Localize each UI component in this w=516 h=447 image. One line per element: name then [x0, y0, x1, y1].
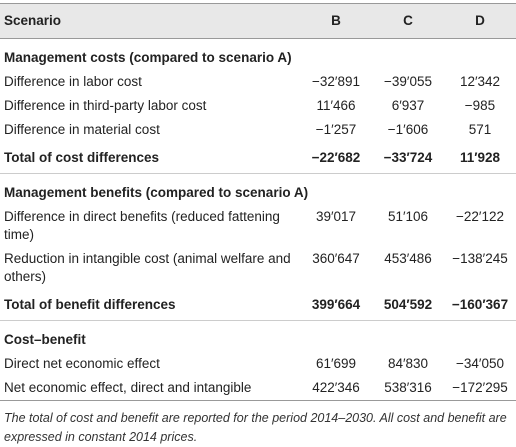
table-row: Difference in labor cost −32′891 −39′055 12… [0, 70, 516, 94]
value-cell: 538′316 [384, 380, 432, 395]
section-title: Cost–benefit [0, 320, 516, 352]
value-cell: −39′055 [384, 74, 432, 89]
label-cell: Difference in material cost [4, 122, 160, 137]
value-cell: −138′245 [452, 251, 508, 266]
header-cell: D [444, 3, 516, 39]
value-cell: −172′295 [452, 380, 508, 395]
value-cell: 422′346 [312, 380, 360, 395]
value-cell: −22′122 [456, 209, 504, 224]
table-row: Net economic effect, direct and intangib… [0, 376, 516, 401]
value-cell: −32′891 [312, 74, 360, 89]
value-cell: 11′466 [316, 98, 356, 113]
table-row: Difference in direct benefits (reduced f… [0, 205, 516, 247]
value-cell: 571 [468, 122, 492, 137]
table-body: Management costs (compared to scenario A… [0, 39, 516, 401]
value-cell: 504′592 [383, 297, 433, 312]
value-cell: 399′664 [311, 297, 361, 312]
label-cell: Net economic effect, direct and intangib… [4, 380, 252, 395]
value-cell: −1′606 [387, 122, 429, 137]
label-cell: Difference in labor cost [4, 74, 142, 89]
section-row: Management benefits (compared to scenari… [0, 173, 516, 205]
value-cell: 11′928 [459, 150, 501, 165]
section-title: Management benefits (compared to scenari… [0, 173, 516, 205]
header-cell: B [300, 3, 372, 39]
value-cell: 61′699 [315, 356, 357, 371]
footnote: The total of cost and benefit are report… [4, 411, 507, 444]
section-title: Management costs (compared to scenario A… [4, 50, 292, 65]
value-cell: −22′682 [311, 150, 361, 165]
value-cell: −1′257 [315, 122, 357, 137]
data-table: Scenario B C D Management costs (compare… [0, 3, 516, 401]
section-row: Cost–benefit [0, 320, 516, 352]
header-cell: C [372, 3, 444, 39]
value-cell: −33′724 [383, 150, 433, 165]
page: Scenario B C D Management costs (compare… [0, 3, 516, 444]
section-row: Management costs (compared to scenario A… [0, 39, 516, 71]
value-cell: 453′486 [384, 251, 432, 266]
value-cell: 39′017 [315, 209, 357, 224]
value-cell: 6′937 [391, 98, 425, 113]
value-cell: −34′050 [456, 356, 504, 371]
label-cell: Direct net economic effect [4, 356, 160, 371]
table-row: Total of benefit differences 399′664 504′5… [0, 289, 516, 321]
table-row: Reduction in intangible cost (animal wel… [0, 247, 516, 289]
value-cell: 51′106 [387, 209, 429, 224]
value-cell: −160′367 [451, 297, 509, 312]
label-cell: Reduction in intangible cost (animal wel… [4, 251, 291, 284]
label-cell: Difference in third-party labor cost [4, 98, 207, 113]
table-row: Difference in material cost −1′257 −1′606 5… [0, 118, 516, 142]
table-row: Difference in third-party labor cost 11′4… [0, 94, 516, 118]
table-header: Scenario B C D [0, 3, 516, 39]
table-row: Total of cost differences −22′682 −33′724 1… [0, 142, 516, 174]
label-cell: Difference in direct benefits (reduced f… [4, 209, 280, 242]
value-cell: 84′830 [387, 356, 429, 371]
value-cell: 360′647 [312, 251, 360, 266]
header-row: Scenario B C D [0, 3, 516, 39]
table-row: Direct net economic effect 61′699 84′830 −3… [0, 352, 516, 376]
label-cell: Total of cost differences [4, 150, 160, 165]
value-cell: −985 [464, 98, 496, 113]
header-cell: Scenario [0, 3, 300, 39]
label-cell: Total of benefit differences [4, 297, 176, 312]
value-cell: 12′342 [459, 74, 501, 89]
